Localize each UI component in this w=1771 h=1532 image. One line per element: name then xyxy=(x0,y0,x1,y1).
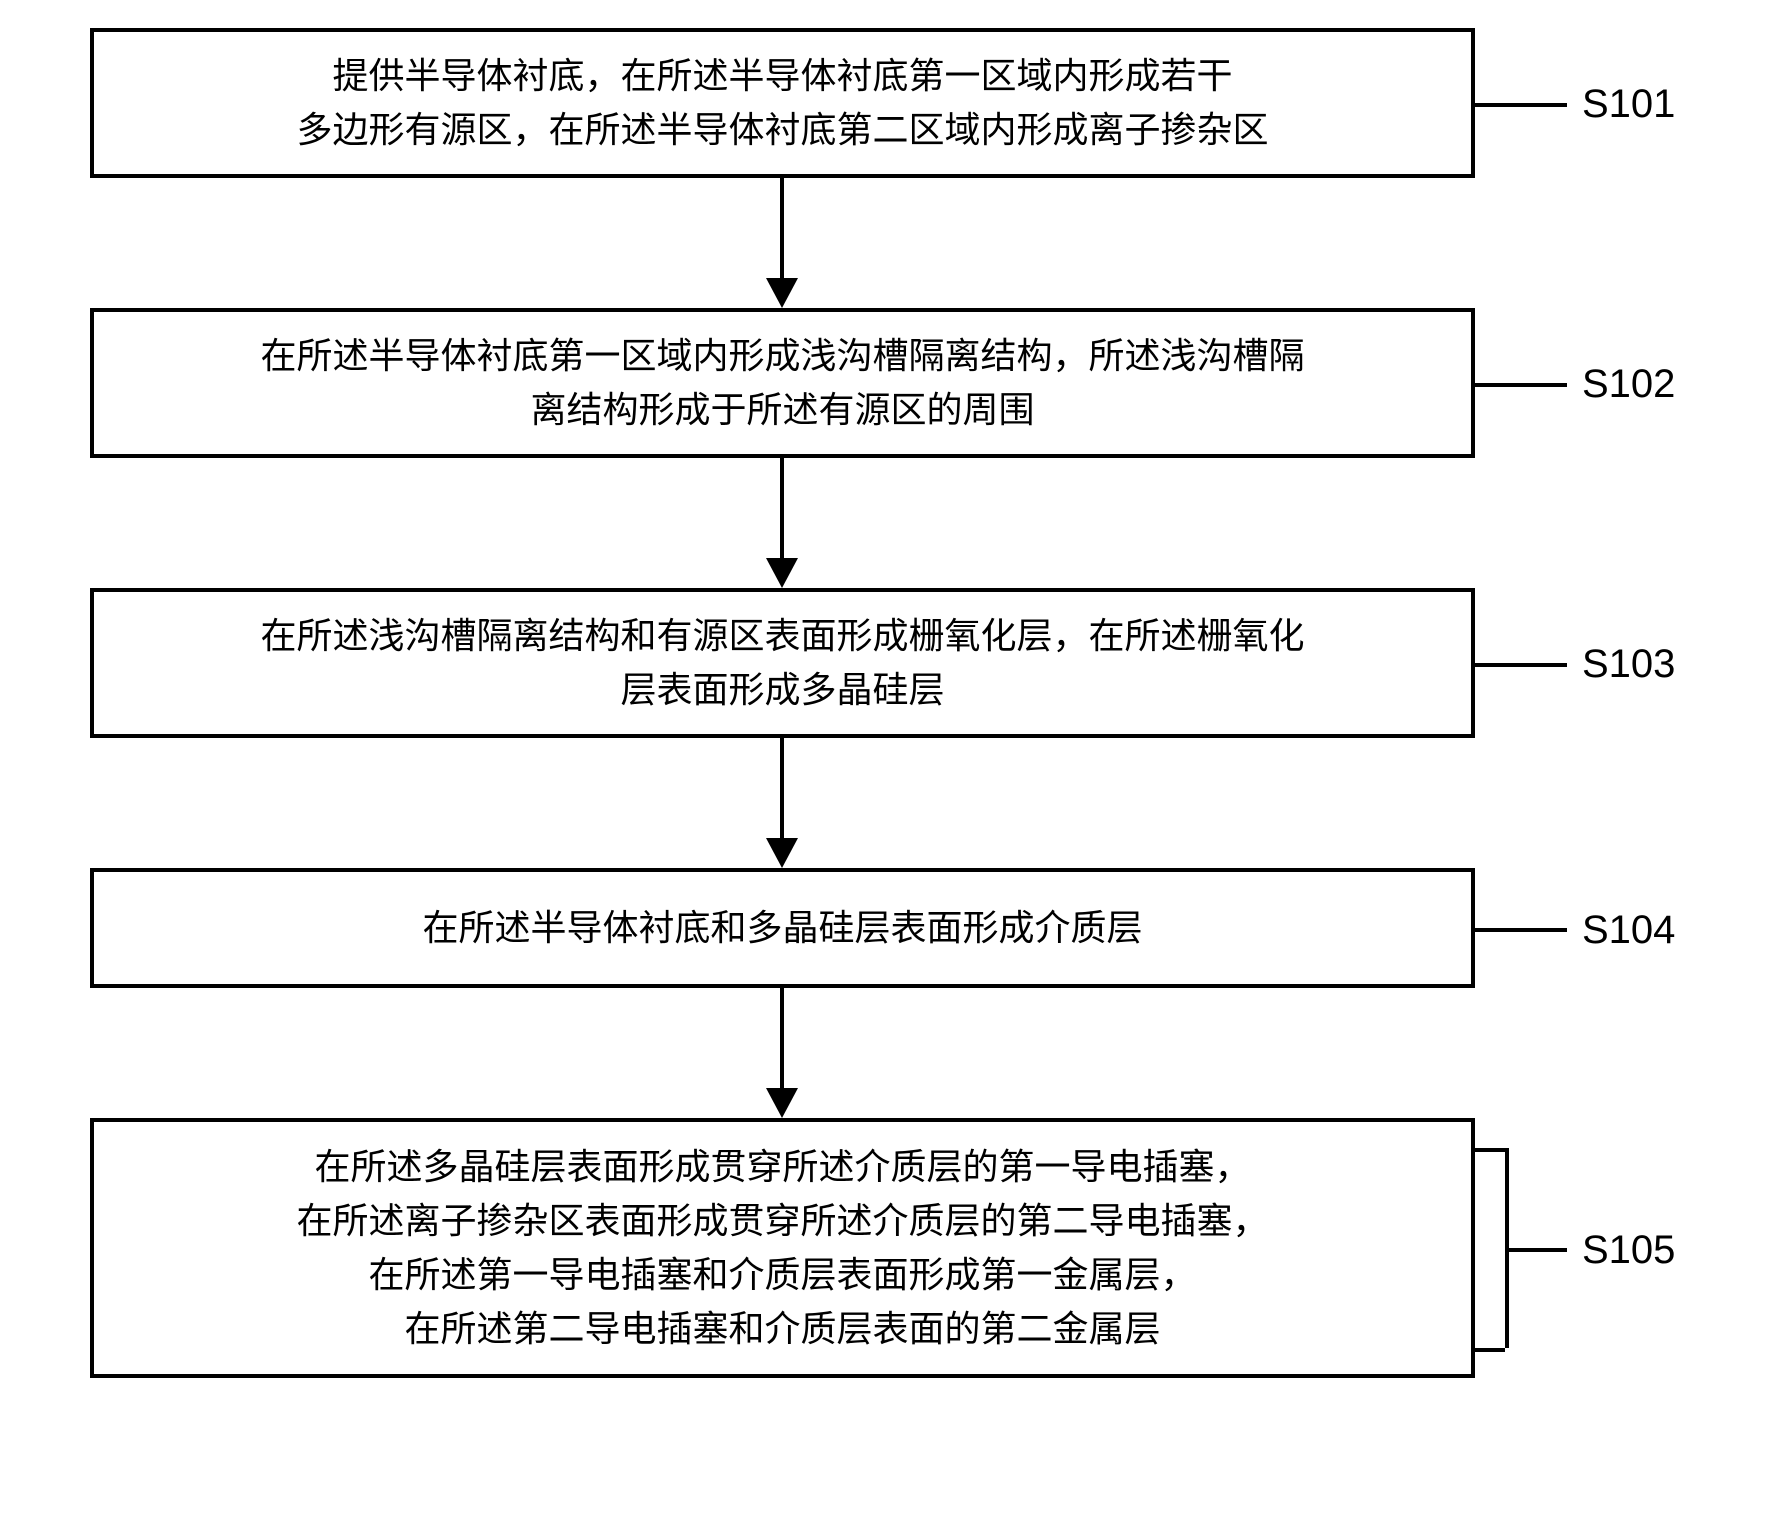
step-text-s103: 在所述浅沟槽隔离结构和有源区表面形成栅氧化层，在所述栅氧化 层表面形成多晶硅层 xyxy=(260,609,1304,717)
step-text-s101: 提供半导体衬底，在所述半导体衬底第一区域内形成若干 多边形有源区，在所述半导体衬… xyxy=(296,49,1268,157)
arrowhead-icon xyxy=(766,278,798,308)
step-s103-line2: 层表面形成多晶硅层 xyxy=(620,670,944,710)
step-s101-line1: 提供半导体衬底，在所述半导体衬底第一区域内形成若干 xyxy=(332,56,1232,96)
step-text-s105: 在所述多晶硅层表面形成贯穿所述介质层的第一导电插塞， 在所述离子掺杂区表面形成贯… xyxy=(296,1140,1268,1356)
step-row-3: 在所述浅沟槽隔离结构和有源区表面形成栅氧化层，在所述栅氧化 层表面形成多晶硅层 … xyxy=(90,588,1680,738)
step-label-s101: S101 xyxy=(1582,82,1675,127)
arrow-container-2 xyxy=(90,458,1680,588)
step-label-s102: S102 xyxy=(1582,362,1675,407)
step-box-s102: 在所述半导体衬底第一区域内形成浅沟槽隔离结构，所述浅沟槽隔 离结构形成于所述有源… xyxy=(90,308,1475,458)
step-s105-line1: 在所述多晶硅层表面形成贯穿所述介质层的第一导电插塞， xyxy=(314,1147,1250,1187)
step-s102-line2: 离结构形成于所述有源区的周围 xyxy=(530,390,1034,430)
arrow-container-1 xyxy=(90,178,1680,308)
step-row-2: 在所述半导体衬底第一区域内形成浅沟槽隔离结构，所述浅沟槽隔 离结构形成于所述有源… xyxy=(90,308,1680,458)
step-s105-line3: 在所述第一导电插塞和介质层表面形成第一金属层， xyxy=(368,1255,1196,1295)
step-s104-line1: 在所述半导体衬底和多晶硅层表面形成介质层 xyxy=(422,908,1142,948)
connector-down-2 xyxy=(780,458,1680,564)
step-s105-line4: 在所述第二导电插塞和介质层表面的第二金属层 xyxy=(404,1309,1160,1349)
connector-down-1 xyxy=(780,178,1680,284)
arrowhead-icon xyxy=(766,838,798,868)
step-s105-line2: 在所述离子掺杂区表面形成贯穿所述介质层的第二导电插塞， xyxy=(296,1201,1268,1241)
step-box-s105: 在所述多晶硅层表面形成贯穿所述介质层的第一导电插塞， 在所述离子掺杂区表面形成贯… xyxy=(90,1118,1475,1378)
arrow-container-4 xyxy=(90,988,1680,1118)
step-s102-line1: 在所述半导体衬底第一区域内形成浅沟槽隔离结构，所述浅沟槽隔 xyxy=(260,336,1304,376)
bracket-top-v xyxy=(1505,1148,1509,1248)
step-s101-line2: 多边形有源区，在所述半导体衬底第二区域内形成离子掺杂区 xyxy=(296,110,1268,150)
step-box-s104: 在所述半导体衬底和多晶硅层表面形成介质层 xyxy=(90,868,1475,988)
connector-down-3 xyxy=(780,738,1680,844)
step-s103-line1: 在所述浅沟槽隔离结构和有源区表面形成栅氧化层，在所述栅氧化 xyxy=(260,616,1304,656)
arrow-container-3 xyxy=(90,738,1680,868)
bracket-top-h xyxy=(1475,1148,1505,1152)
step-text-s102: 在所述半导体衬底第一区域内形成浅沟槽隔离结构，所述浅沟槽隔 离结构形成于所述有源… xyxy=(260,329,1304,437)
connector-right-s103 xyxy=(1475,663,1567,667)
step-row-1: 提供半导体衬底，在所述半导体衬底第一区域内形成若干 多边形有源区，在所述半导体衬… xyxy=(90,28,1680,178)
bracket-s105 xyxy=(1475,1148,1567,1348)
step-row-5: 在所述多晶硅层表面形成贯穿所述介质层的第一导电插塞， 在所述离子掺杂区表面形成贯… xyxy=(90,1118,1680,1378)
connector-right-s101 xyxy=(1475,103,1567,107)
bracket-bot-h xyxy=(1475,1348,1505,1352)
arrowhead-icon xyxy=(766,558,798,588)
arrowhead-icon xyxy=(766,1088,798,1118)
step-label-s104: S104 xyxy=(1582,908,1675,953)
step-label-s105: S105 xyxy=(1582,1228,1675,1273)
step-box-s101: 提供半导体衬底，在所述半导体衬底第一区域内形成若干 多边形有源区，在所述半导体衬… xyxy=(90,28,1475,178)
connector-down-4 xyxy=(780,988,1680,1094)
bracket-mid-h xyxy=(1505,1248,1567,1252)
connector-right-s104 xyxy=(1475,928,1567,932)
flowchart-container: 提供半导体衬底，在所述半导体衬底第一区域内形成若干 多边形有源区，在所述半导体衬… xyxy=(90,28,1680,1378)
step-label-s103: S103 xyxy=(1582,642,1675,687)
step-row-4: 在所述半导体衬底和多晶硅层表面形成介质层 S104 xyxy=(90,868,1680,988)
bracket-bot-v xyxy=(1505,1248,1509,1348)
connector-right-s102 xyxy=(1475,383,1567,387)
step-text-s104: 在所述半导体衬底和多晶硅层表面形成介质层 xyxy=(422,901,1142,955)
step-box-s103: 在所述浅沟槽隔离结构和有源区表面形成栅氧化层，在所述栅氧化 层表面形成多晶硅层 xyxy=(90,588,1475,738)
